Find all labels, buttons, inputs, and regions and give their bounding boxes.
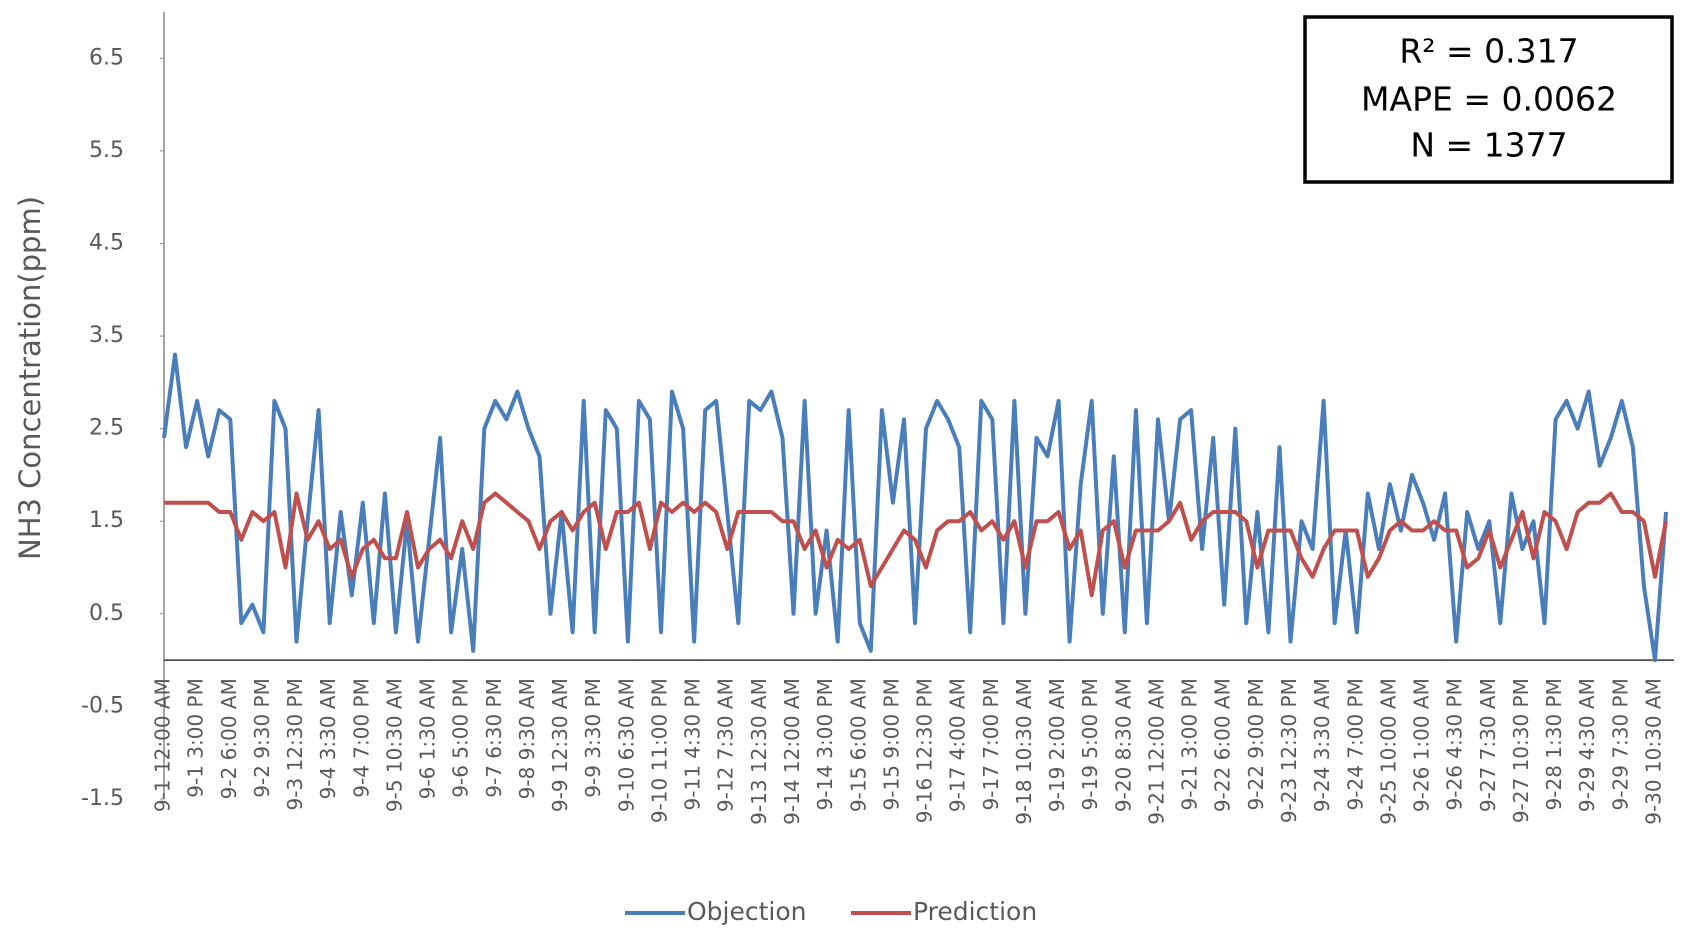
x-tick-label: 9-16 12:30 PM (913, 678, 937, 823)
x-tick-label: 9-29 7:30 PM (1608, 678, 1632, 810)
y-tick-label: -1.5 (81, 786, 124, 811)
x-tick-label: 9-27 10:30 PM (1509, 678, 1533, 823)
x-tick-label: 9-26 1:00 AM (1410, 678, 1434, 812)
x-tick-label: 9-9 12:30 AM (548, 678, 572, 812)
annotation: N = 1377 (1410, 126, 1567, 165)
x-tick-label: 9-2 6:00 AM (217, 678, 241, 799)
x-tick-label: 9-4 3:30 AM (316, 678, 340, 799)
x-tick-label: 9-29 4:30 AM (1575, 678, 1599, 812)
y-tick-label: 0.5 (89, 601, 124, 626)
x-tick-label: 9-22 6:00 AM (1211, 678, 1235, 812)
annotation: MAPE = 0.0062 (1361, 80, 1617, 119)
x-tick-label: 9-21 12:00 AM (1144, 678, 1168, 825)
x-tick-label: 9-6 5:00 PM (449, 678, 473, 798)
x-tick-label: 9-15 6:00 AM (846, 678, 870, 812)
y-tick-label: 1.5 (89, 508, 124, 533)
x-tick-label: 9-10 6:30 AM (614, 678, 638, 812)
x-tick-label: 9-26 4:30 PM (1443, 678, 1467, 810)
y-tick-label: 4.5 (89, 230, 124, 255)
x-tick-label: 9-28 1:30 PM (1542, 678, 1566, 810)
y-axis-label: NH3 Concentration(ppm) (13, 196, 47, 560)
x-tick-label: 9-5 10:30 AM (382, 678, 406, 812)
x-tick-label: 9-20 8:30 AM (1111, 678, 1135, 812)
x-tick-label: 9-8 9:30 AM (515, 678, 539, 799)
x-tick-label: 9-22 9:00 PM (1244, 678, 1268, 810)
x-tick-label: 9-25 10:00 AM (1376, 678, 1400, 825)
x-tick-label: 9-1 12:00 AM (151, 678, 175, 812)
x-tick-label: 9-27 7:30 AM (1476, 678, 1500, 812)
series-line (164, 491, 1668, 598)
annotation-box (1303, 15, 1674, 184)
x-tick-label: 9-7 6:30 PM (482, 678, 506, 798)
x-tick-label: 9-19 2:00 AM (1045, 678, 1069, 812)
x-tick-label: 9-24 3:30 AM (1310, 678, 1334, 812)
x-tick-label: 9-24 7:00 PM (1343, 678, 1367, 810)
x-tick-label: 9-13 12:30 AM (747, 678, 771, 825)
annotation: R² = 0.317 (1399, 32, 1578, 71)
x-tick-label: 9-14 3:00 PM (813, 678, 837, 810)
x-tick-label: 9-15 9:00 PM (879, 678, 903, 810)
x-tick-label: 9-1 3:00 PM (184, 678, 208, 798)
y-tick-label: 6.5 (89, 45, 124, 70)
x-tick-label: 9-21 3:00 PM (1178, 678, 1202, 810)
x-tick-label: 9-18 10:30 AM (1012, 678, 1036, 825)
legend-label: Objection (687, 897, 807, 926)
x-tick-label: 9-17 4:00 AM (946, 678, 970, 812)
x-tick-label: 9-23 12:30 PM (1277, 678, 1301, 823)
x-tick-label: 9-2 9:30 PM (250, 678, 274, 798)
x-tick-label: 9-30 10:30 AM (1641, 678, 1665, 825)
series-line (162, 352, 1668, 663)
x-tick-label: 9-4 7:00 PM (349, 678, 373, 798)
x-tick-label: 9-17 7:00 PM (979, 678, 1003, 810)
x-tick-label: 9-3 12:30 PM (283, 678, 307, 810)
x-tick-label: 9-6 1:30 AM (416, 678, 440, 799)
legend-label: Prediction (913, 897, 1037, 926)
y-tick-label: 2.5 (89, 416, 124, 441)
x-tick-label: 9-19 5:00 PM (1078, 678, 1102, 810)
x-tick-label: 9-9 3:30 PM (581, 678, 605, 798)
x-tick-label: 9-10 11:00 PM (647, 678, 671, 823)
y-tick-label: 3.5 (89, 323, 124, 348)
y-tick-label: -0.5 (81, 693, 124, 718)
y-tick-label: 5.5 (89, 138, 124, 163)
x-tick-label: 9-11 4:30 PM (681, 678, 705, 810)
x-tick-label: 9-14 12:00 AM (780, 678, 804, 825)
x-tick-label: 9-12 7:30 AM (714, 678, 738, 812)
